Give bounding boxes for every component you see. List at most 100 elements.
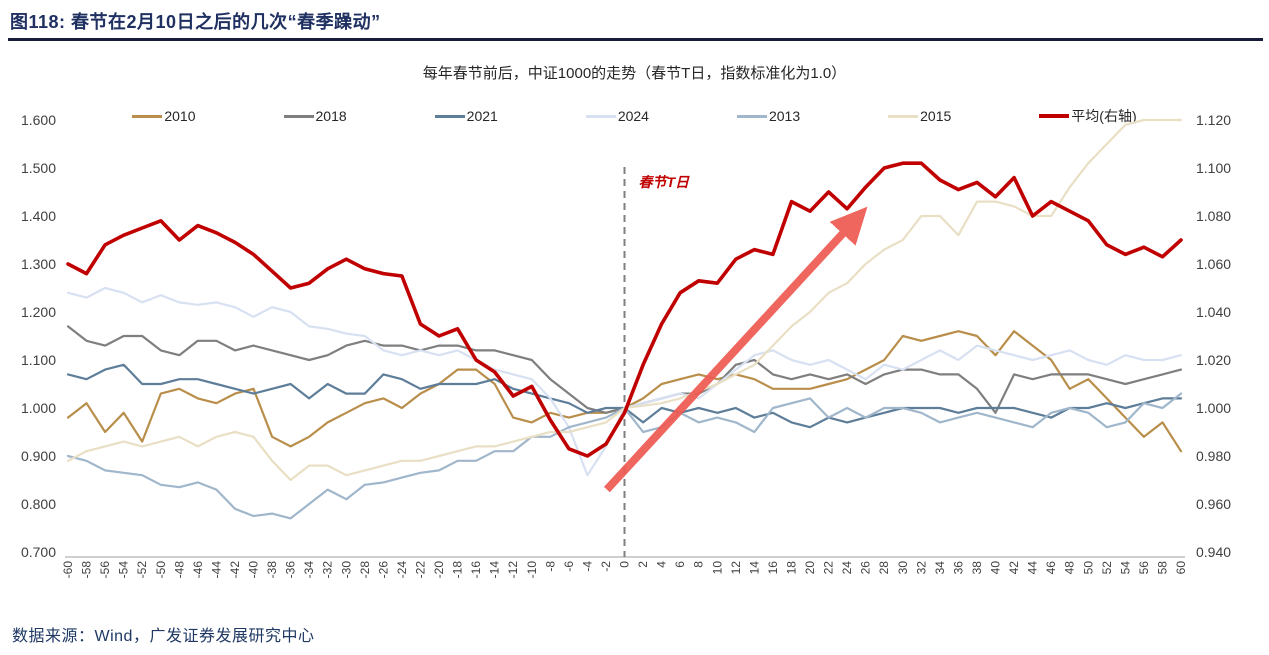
- x-axis-tick: 14: [747, 561, 761, 575]
- legend-item-2010: 2010: [132, 108, 196, 124]
- y-axis-right-tick: 1.100: [1196, 160, 1231, 176]
- x-axis-tick: -24: [395, 561, 409, 579]
- x-axis-tick: 46: [1044, 561, 1058, 575]
- x-axis-tick: -34: [302, 561, 316, 579]
- legend-swatch-2013: [736, 114, 767, 118]
- figure-title: 图118: 春节在2月10日之后的几次“春季躁动”: [10, 12, 381, 32]
- chart-canvas: 1.600 1.500 1.400 1.300 1.200 1.100 1.000 0.900…: [21, 112, 1231, 579]
- x-axis-tick: -42: [228, 561, 242, 579]
- legend-swatch-2021: [434, 114, 465, 118]
- title-divider: [8, 38, 1263, 41]
- x-axis-tick: 44: [1026, 561, 1040, 575]
- y-axis-right-tick: 1.020: [1196, 352, 1231, 368]
- x-axis-tick: -56: [98, 561, 112, 579]
- x-axis-tick: -50: [154, 561, 168, 579]
- x-axis-tick: -32: [321, 561, 335, 579]
- x-axis-tick: 22: [822, 561, 836, 575]
- t-day-annotation: 春节T日: [639, 174, 691, 190]
- x-axis-tick: 2: [636, 561, 650, 568]
- x-axis-tick: 28: [877, 561, 891, 575]
- legend-label: 2018: [315, 108, 347, 124]
- legend-item-2021: 2021: [434, 108, 498, 124]
- x-axis-tick: -58: [80, 561, 94, 579]
- legend-item-平均(右轴): 平均(右轴): [1039, 106, 1137, 126]
- y-axis-left-tick: 1.600: [21, 112, 56, 128]
- y-axis-left-tick: 1.200: [21, 304, 56, 320]
- x-axis-tick: 16: [766, 561, 780, 575]
- x-axis-tick: 12: [729, 561, 743, 575]
- x-axis-tick: -12: [506, 561, 520, 579]
- x-axis-tick: 24: [840, 561, 854, 575]
- y-axis-left-tick: 0.700: [21, 544, 56, 560]
- legend-label: 平均(右轴): [1071, 108, 1137, 124]
- x-axis-tick: -38: [265, 561, 279, 579]
- x-axis-tick: -52: [135, 561, 149, 579]
- legend-item-2015: 2015: [888, 108, 951, 124]
- x-axis-tick: -22: [413, 561, 427, 579]
- y-axis-left-tick: 1.500: [21, 160, 56, 176]
- y-axis-right-tick: 0.940: [1196, 544, 1231, 560]
- y-axis-right-tick: 1.000: [1196, 400, 1231, 416]
- x-axis-tick: 60: [1174, 561, 1188, 575]
- x-axis-tick: -26: [376, 561, 390, 579]
- x-axis-tick: 58: [1155, 561, 1169, 575]
- x-axis-tick: -60: [61, 561, 75, 579]
- legend-swatch-平均(右轴): [1039, 114, 1070, 118]
- x-axis-tick: 42: [1007, 561, 1021, 575]
- x-axis-tick: 18: [784, 561, 798, 575]
- y-axis-left-tick: 1.400: [21, 208, 56, 224]
- y-axis-right-tick: 1.040: [1196, 304, 1231, 320]
- x-axis-tick: 40: [989, 561, 1003, 575]
- x-axis-tick: -40: [247, 561, 261, 579]
- chart-subtitle: 每年春节前后，中证1000的走势（春节T日，指数标准化为1.0）: [422, 65, 847, 82]
- legend-swatch-2024: [585, 114, 616, 118]
- x-axis-tick: -4: [580, 561, 594, 572]
- legend-label: 2010: [164, 108, 196, 124]
- x-axis-tick: -10: [525, 561, 539, 579]
- y-axis-left-tick: 1.000: [21, 400, 56, 416]
- x-axis-tick: 34: [933, 561, 947, 575]
- x-axis-tick: -18: [451, 561, 465, 579]
- rally-arrow: [603, 206, 868, 493]
- x-axis-tick: -48: [172, 561, 186, 579]
- chart-legend: 2010 2018 2021 2024 2013 2015 平均(右轴): [0, 106, 1269, 126]
- y-axis-right-tick: 1.060: [1196, 256, 1231, 272]
- legend-label: 2021: [466, 108, 498, 124]
- x-axis-tick: 6: [673, 561, 687, 568]
- y-axis-left-tick: 1.100: [21, 352, 56, 368]
- x-axis-tick: 20: [803, 561, 817, 575]
- y-axis-right-tick: 1.120: [1196, 112, 1231, 128]
- y-axis-left-tick: 1.300: [21, 256, 56, 272]
- y-axis-right-tick: 1.080: [1196, 208, 1231, 224]
- legend-item-2013: 2013: [736, 108, 801, 124]
- x-axis-tick: -16: [469, 561, 483, 579]
- x-axis-tick: -46: [191, 561, 205, 579]
- series-line-平均(右轴): [66, 161, 1183, 458]
- x-axis-tick: 50: [1081, 561, 1095, 575]
- legend-swatch-2015: [888, 114, 919, 118]
- y-axis-right-tick: 0.980: [1196, 448, 1231, 464]
- legend-label: 2015: [920, 108, 952, 124]
- x-axis-tick: -36: [284, 561, 298, 579]
- x-axis-tick: 10: [710, 561, 724, 575]
- x-axis-tick: 32: [914, 561, 928, 575]
- x-axis-tick: 48: [1063, 561, 1077, 575]
- x-axis-tick: 8: [692, 561, 706, 568]
- x-axis-tick: 36: [951, 561, 965, 575]
- legend-item-2024: 2024: [585, 108, 649, 124]
- x-axis-tick: -30: [339, 561, 353, 579]
- x-axis-tick: -2: [599, 561, 613, 572]
- x-axis-tick: -6: [562, 561, 576, 572]
- x-axis-tick: 38: [970, 561, 984, 575]
- data-source: 数据来源：Wind，广发证券发展研究中心: [12, 628, 315, 645]
- x-axis-tick: -44: [209, 561, 223, 579]
- x-axis-tick: -8: [543, 561, 557, 572]
- x-axis-tick: -14: [488, 561, 502, 579]
- legend-label: 2013: [768, 108, 801, 124]
- y-axis-right-tick: 0.960: [1196, 496, 1231, 512]
- legend-swatch-2018: [283, 114, 314, 118]
- x-axis-tick: 0: [618, 561, 632, 568]
- x-axis-tick: 56: [1137, 561, 1151, 575]
- x-axis-tick: 4: [655, 561, 669, 568]
